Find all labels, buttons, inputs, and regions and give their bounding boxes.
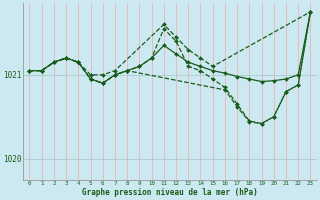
X-axis label: Graphe pression niveau de la mer (hPa): Graphe pression niveau de la mer (hPa) [82, 188, 258, 197]
